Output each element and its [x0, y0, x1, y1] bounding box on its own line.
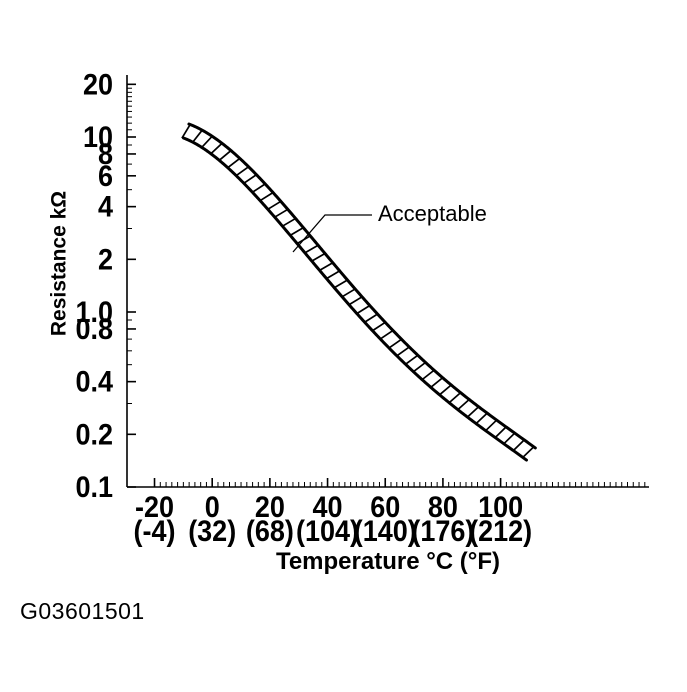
svg-text:(140): (140) [354, 515, 417, 549]
svg-text:0.1: 0.1 [75, 471, 113, 505]
svg-text:0.2: 0.2 [75, 418, 113, 452]
svg-text:(104): (104) [296, 515, 359, 549]
svg-text:20: 20 [83, 68, 113, 102]
svg-text:2: 2 [98, 243, 113, 277]
svg-text:0.8: 0.8 [75, 313, 113, 347]
svg-text:(212): (212) [469, 515, 532, 549]
svg-text:0.4: 0.4 [75, 365, 113, 399]
svg-text:6: 6 [98, 160, 113, 194]
svg-text:(32): (32) [188, 515, 236, 549]
svg-text:(176): (176) [411, 515, 474, 549]
svg-text:(-4): (-4) [134, 515, 176, 549]
svg-text:(68): (68) [246, 515, 294, 549]
svg-text:4: 4 [98, 190, 113, 224]
